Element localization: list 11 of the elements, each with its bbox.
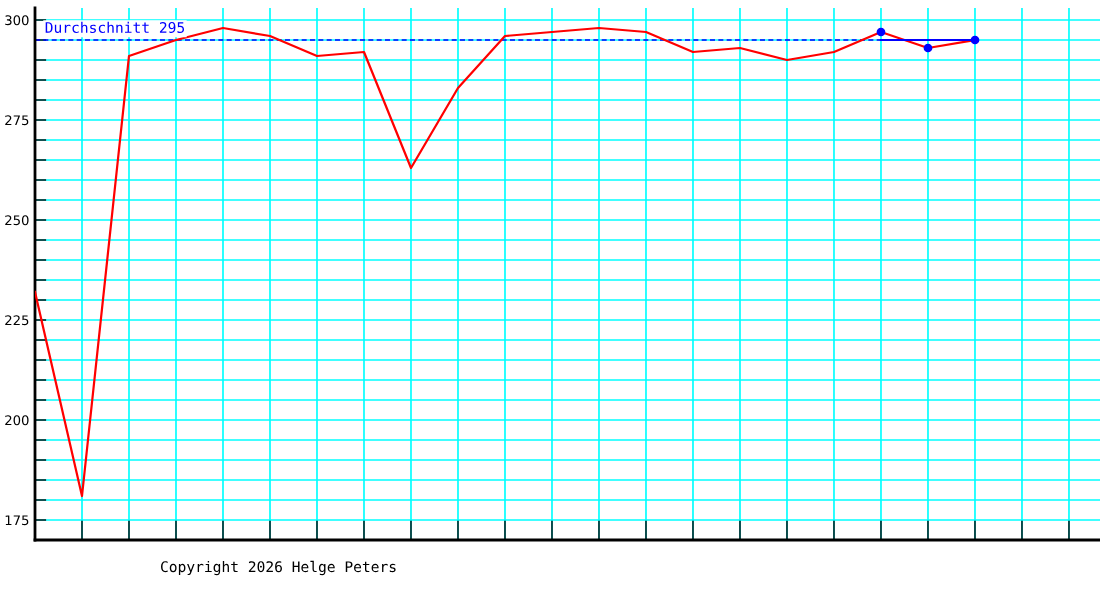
y-tick-label: 300: [5, 15, 29, 26]
y-tick-label: 250: [5, 215, 29, 226]
y-tick-label: 275: [5, 115, 29, 126]
ref-line-label: Durchschnitt 295: [45, 21, 185, 34]
y-tick-label: 225: [5, 315, 29, 326]
point: [876, 27, 886, 37]
y-tick-label: 200: [5, 415, 29, 426]
point: [970, 35, 980, 45]
text: Copyright 2026 Helge Peters: [160, 560, 396, 576]
y-tick-label: 175: [5, 515, 29, 526]
point: [923, 43, 933, 53]
